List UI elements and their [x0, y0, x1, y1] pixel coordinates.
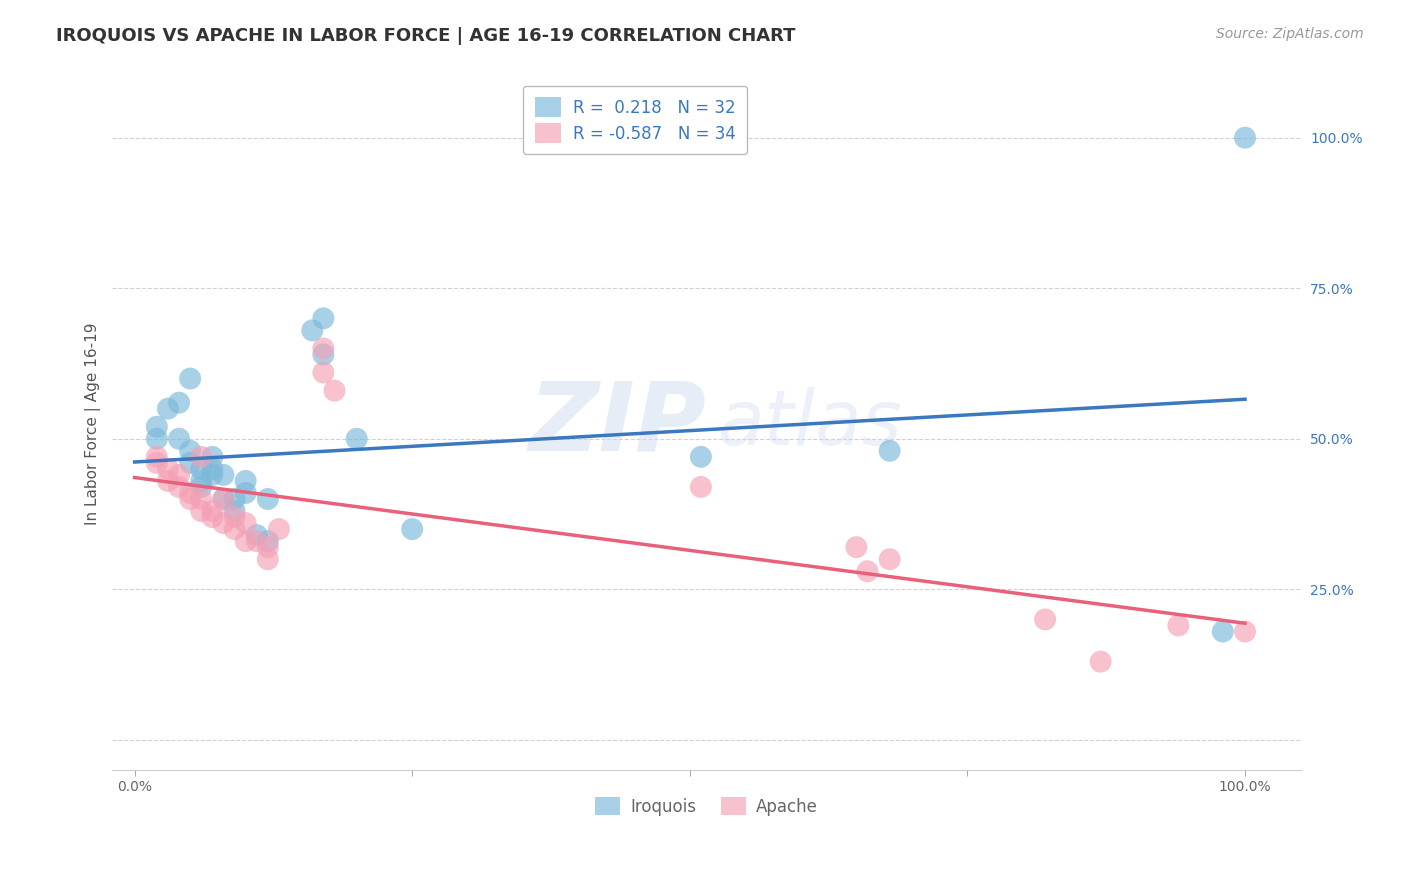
Text: IROQUOIS VS APACHE IN LABOR FORCE | AGE 16-19 CORRELATION CHART: IROQUOIS VS APACHE IN LABOR FORCE | AGE … [56, 27, 796, 45]
Point [1212, 624, 1234, 639]
Point [212, 491, 235, 506]
Point [235, 486, 257, 500]
Point [146, 432, 169, 446]
Point [212, 516, 235, 530]
Point [1033, 612, 1056, 626]
Point [156, 462, 179, 476]
Point [257, 491, 280, 506]
Point [190, 462, 212, 476]
Legend: Iroquois, Apache: Iroquois, Apache [586, 789, 827, 824]
Point [1090, 655, 1112, 669]
Point [212, 491, 235, 506]
Point [257, 534, 280, 549]
Point [879, 443, 901, 458]
Point [224, 504, 246, 518]
Point [201, 467, 224, 482]
Point [235, 474, 257, 488]
Y-axis label: In Labor Force | Age 16-19: In Labor Force | Age 16-19 [86, 323, 101, 525]
Point [401, 522, 423, 536]
Point [146, 419, 169, 434]
Point [690, 450, 713, 464]
Point [323, 384, 346, 398]
Point [179, 486, 201, 500]
Point [179, 456, 201, 470]
Point [179, 443, 201, 458]
Point [312, 311, 335, 326]
Point [312, 342, 335, 356]
Point [167, 480, 190, 494]
Point [312, 347, 335, 361]
Point [246, 534, 269, 549]
Point [235, 534, 257, 549]
Point [1234, 130, 1257, 145]
Point [201, 462, 224, 476]
Point [190, 474, 212, 488]
Point [312, 366, 335, 380]
Point [246, 528, 269, 542]
Point [845, 540, 868, 554]
Point [179, 371, 201, 385]
Point [267, 522, 290, 536]
Point [190, 450, 212, 464]
Point [201, 510, 224, 524]
Point [224, 522, 246, 536]
Point [690, 480, 713, 494]
Point [201, 450, 224, 464]
Point [224, 491, 246, 506]
Text: Source: ZipAtlas.com: Source: ZipAtlas.com [1216, 27, 1364, 41]
Point [257, 552, 280, 566]
Point [190, 480, 212, 494]
Point [190, 491, 212, 506]
Point [146, 456, 169, 470]
Point [235, 516, 257, 530]
Point [879, 552, 901, 566]
Point [201, 504, 224, 518]
Point [212, 467, 235, 482]
Point [179, 491, 201, 506]
Point [346, 432, 368, 446]
Point [146, 450, 169, 464]
Point [167, 395, 190, 409]
Point [257, 540, 280, 554]
Point [156, 474, 179, 488]
Point [190, 504, 212, 518]
Text: ZIP: ZIP [529, 377, 706, 470]
Point [1167, 618, 1189, 632]
Point [856, 564, 879, 578]
Point [167, 467, 190, 482]
Point [224, 510, 246, 524]
Point [167, 432, 190, 446]
Point [301, 323, 323, 337]
Point [1234, 624, 1257, 639]
Point [156, 401, 179, 416]
Text: atlas: atlas [718, 387, 903, 461]
